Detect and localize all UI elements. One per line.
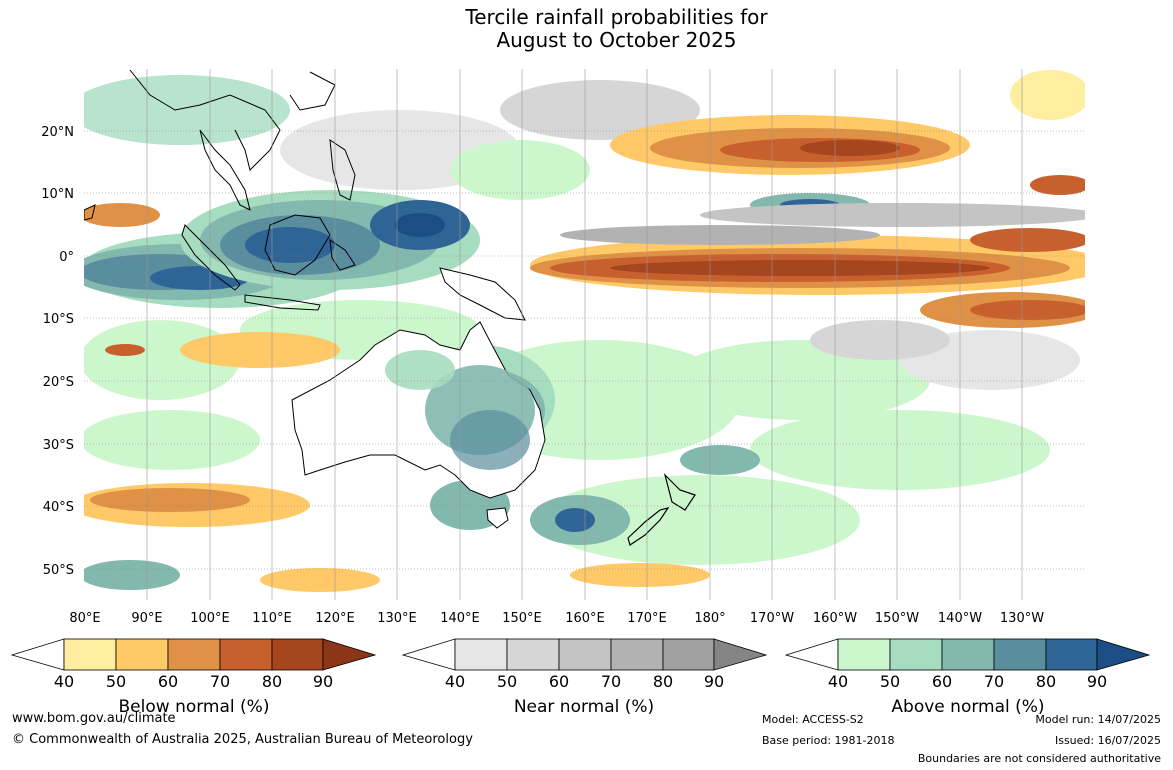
legend-label: Near normal (%) — [514, 697, 654, 717]
legend-tick: 80 — [653, 672, 673, 691]
legend-tick: 50 — [497, 672, 517, 691]
lon-label: 170°E — [627, 611, 667, 626]
legend-tick: 90 — [313, 672, 333, 691]
lat-labels: 20°N 10°N 0° 10°S 20°S 30°S 40°S 50°S — [41, 125, 74, 578]
legend-label: Above normal (%) — [891, 697, 1044, 717]
legend-tick: 70 — [984, 672, 1004, 691]
lon-label: 140°W — [938, 611, 982, 626]
lon-label: 140°E — [440, 611, 480, 626]
legend-label: Below normal (%) — [119, 697, 270, 717]
legend-tick: 60 — [932, 672, 952, 691]
footer-base-period: Base period: 1981-2018 — [762, 734, 895, 747]
lat-label: 20°S — [43, 375, 74, 390]
footer-issued: Issued: 16/07/2025 — [1054, 734, 1161, 747]
legend-swatch — [115, 638, 169, 671]
legend-swatch — [63, 638, 117, 671]
legend-swatch — [322, 638, 377, 671]
legend-near-normal: 40 50 60 70 80 90 Near normal (%) — [401, 638, 768, 717]
legend-swatch — [837, 638, 891, 671]
legend-tick: 80 — [262, 672, 282, 691]
legend-swatch — [219, 638, 273, 671]
lon-label: 110°E — [252, 611, 292, 626]
lat-label: 0° — [59, 250, 74, 265]
legend-swatch — [889, 638, 943, 671]
legend-swatch — [454, 638, 508, 671]
legend-swatch — [167, 638, 221, 671]
legend-tick: 90 — [704, 672, 724, 691]
legend-tick: 40 — [54, 672, 74, 691]
legend-tick: 50 — [880, 672, 900, 691]
graticule — [84, 130, 1085, 570]
legend-swatch — [662, 638, 715, 671]
legend-tick: 40 — [828, 672, 848, 691]
legend-tick: 40 — [445, 672, 465, 691]
legend-swatch — [271, 638, 324, 671]
lon-label: 100°E — [190, 611, 230, 626]
legend-tick: 70 — [601, 672, 621, 691]
footer-model: Model: ACCESS-S2 — [762, 713, 864, 726]
lon-label: 130°E — [377, 611, 417, 626]
lon-label: 120°E — [315, 611, 355, 626]
lon-label: 180° — [694, 611, 725, 626]
legend-swatch — [1045, 638, 1098, 671]
map-title-line2: August to October 2025 — [496, 28, 737, 52]
legend-above-normal: 40 50 60 70 80 90 Above normal (%) — [784, 638, 1151, 717]
lat-label: 30°S — [43, 438, 74, 453]
footer-model-run: Model run: 14/07/2025 — [1035, 713, 1161, 726]
legend-tick: 80 — [1036, 672, 1056, 691]
lat-label: 50°S — [43, 563, 74, 578]
lon-label: 150°W — [875, 611, 919, 626]
lon-label: 160°W — [813, 611, 857, 626]
footer-disclaimer: Boundaries are not considered authoritat… — [917, 752, 1161, 765]
footer-url: www.bom.gov.au/climate — [12, 711, 176, 726]
lon-label: 90°E — [131, 611, 162, 626]
lon-label: 170°W — [750, 611, 794, 626]
lat-label: 20°N — [41, 125, 74, 140]
lon-label: 160°E — [565, 611, 605, 626]
legend-tick: 60 — [549, 672, 569, 691]
legend-tick: 70 — [210, 672, 230, 691]
lat-label: 10°S — [43, 312, 74, 327]
footer-copyright: © Commonwealth of Australia 2025, Austra… — [12, 732, 473, 747]
map-title-line1: Tercile rainfall probabilities for — [465, 5, 768, 29]
lon-labels: 80°E 90°E 100°E 110°E 120°E 130°E 140°E … — [69, 611, 1044, 626]
legend-below-normal: 40 50 60 70 80 90 Below normal (%) — [10, 638, 377, 717]
probability-field — [84, 69, 1085, 592]
legend-tick: 50 — [106, 672, 126, 691]
lon-label: 130°W — [1000, 611, 1044, 626]
lat-label: 10°N — [41, 187, 74, 202]
lon-label: 80°E — [69, 611, 100, 626]
lat-label: 40°S — [43, 500, 74, 515]
legend-tick: 60 — [158, 672, 178, 691]
legend-tick: 90 — [1087, 672, 1107, 691]
legend-swatch — [558, 638, 612, 671]
lon-label: 150°E — [502, 611, 542, 626]
legend-swatch — [1096, 638, 1151, 671]
legend-swatch — [713, 638, 768, 671]
legend-swatch — [941, 638, 995, 671]
legend-swatch — [610, 638, 664, 671]
meridians — [146, 69, 1023, 600]
legend-swatch — [506, 638, 560, 671]
legend-swatch — [993, 638, 1047, 671]
